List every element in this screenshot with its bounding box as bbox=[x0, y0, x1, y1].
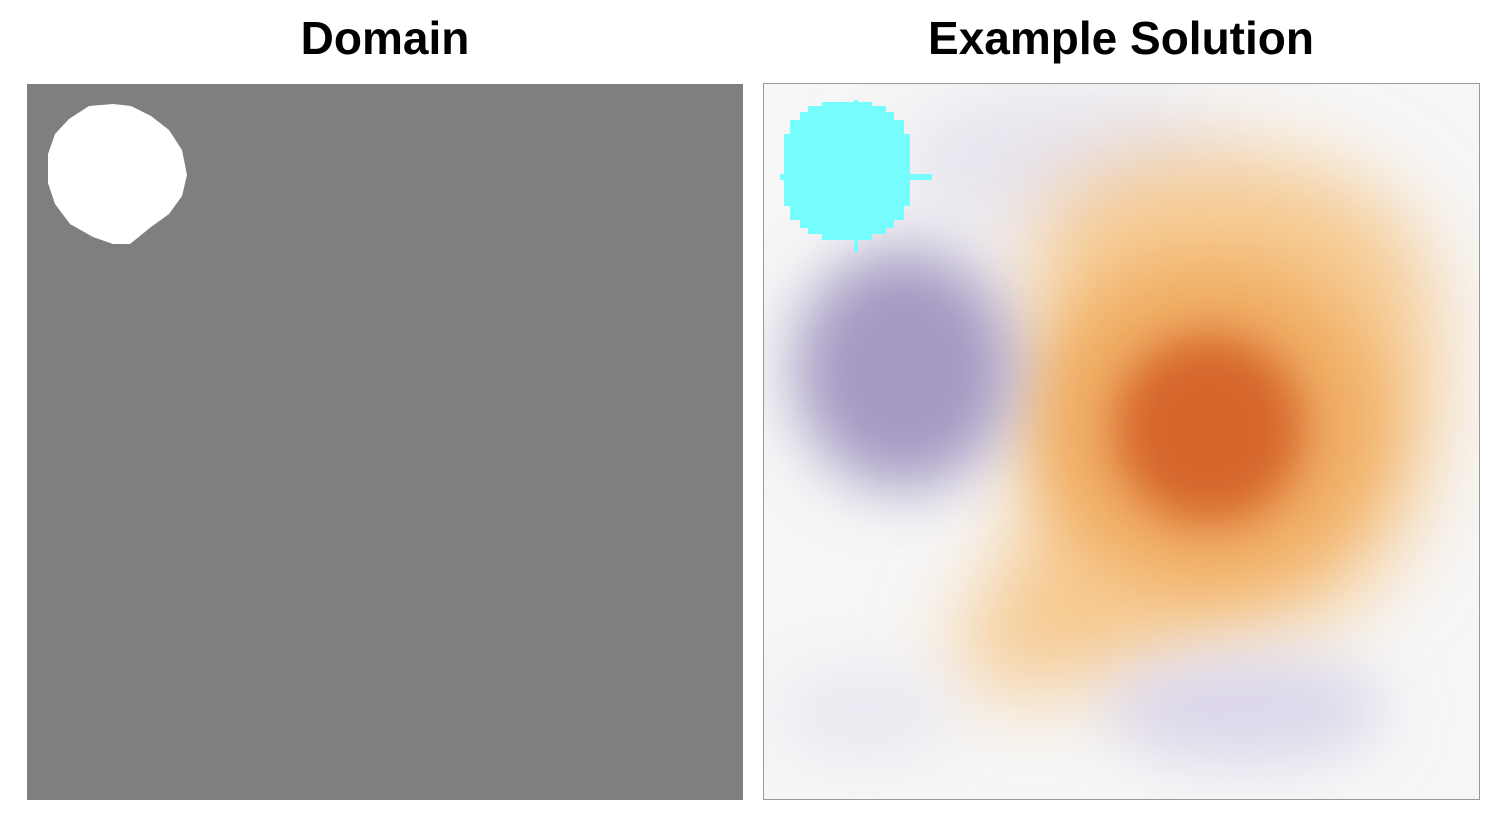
domain-panel bbox=[27, 84, 743, 800]
source-marker bbox=[780, 100, 932, 252]
solution-panel bbox=[763, 83, 1480, 800]
field-lobe-purple-bottom bbox=[1104, 654, 1384, 764]
field-lobe-orange-core bbox=[1114, 334, 1304, 524]
domain-plot bbox=[48, 104, 187, 244]
field-lobe-purple-left bbox=[794, 249, 1014, 489]
field-lobe-purple-bottom-left bbox=[774, 664, 954, 764]
domain-hole bbox=[48, 104, 187, 244]
solution-title: Example Solution bbox=[928, 12, 1314, 64]
domain-title: Domain bbox=[300, 12, 470, 64]
solution-field bbox=[774, 94, 1437, 764]
solution-plot bbox=[774, 94, 1437, 764]
